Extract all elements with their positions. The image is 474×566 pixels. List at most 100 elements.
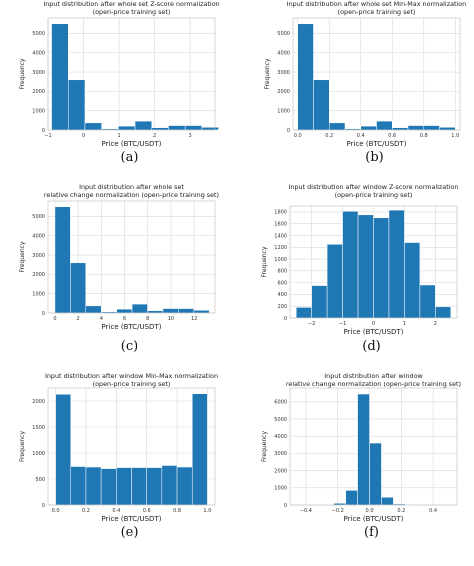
x-tick-label: 1.0 [203,508,211,514]
y-tick-label: 0 [287,128,290,134]
x-tick-label: 0.2 [397,508,405,514]
x-tick-label: 0.8 [173,508,181,514]
panel-caption: (f) [364,525,379,540]
histogram-bar [147,310,164,314]
histogram-bar [116,467,132,506]
y-tick-label: 1000 [274,257,287,263]
histogram-bar [131,467,147,506]
y-tick-label: 1500 [32,425,45,431]
histogram-bar [326,244,343,319]
x-tick-label: 0.6 [388,133,396,139]
y-tick-label: 3000 [32,70,45,76]
y-tick-label: 5000 [274,417,287,423]
x-tick-label: −0.4 [300,508,312,514]
histogram-bar [313,79,330,131]
plot-frame [47,17,216,131]
histogram-bar [439,127,456,131]
x-tick-label: 1 [117,133,120,139]
y-tick-label: 0 [284,503,287,509]
x-tick-label: 0.2 [325,133,333,139]
x-axis-label: Price (BTC/USDT) [102,515,162,523]
histogram-panel: 0 1000 2000 3000 4000 5000 0.0 0.2 0.4 0.6 0.8 1.0 I… [264,0,466,165]
histogram-bar [146,467,163,506]
histogram-bar [342,211,359,319]
histogram-bar [419,284,436,319]
histogram-bar [373,217,390,319]
y-tick-label: 3000 [277,70,290,76]
panel-caption: (c) [121,339,138,354]
histogram-bar [168,125,186,131]
y-tick-label: 2000 [32,272,45,278]
y-tick-label: 5000 [277,31,290,37]
y-tick-label: 6000 [274,400,287,406]
histogram-bar [151,127,169,131]
chart-title: (open-price training set) [338,8,416,16]
histogram-bar [118,125,136,131]
x-tick-label: 0.2 [82,508,90,514]
chart-title: Input distribution after window [324,372,422,380]
chart-title: Input distribution after whole set [79,183,184,191]
y-tick-label: 1000 [32,108,45,114]
histogram-bar [131,303,148,314]
x-tick-label: 0 [372,321,375,327]
histogram-bar [70,262,87,314]
y-tick-label: 4000 [32,234,45,240]
y-tick-label: 1000 [277,108,290,114]
x-tick-label: 0.8 [420,133,428,139]
x-tick-label: 8 [146,316,149,322]
x-tick-label: −1 [339,321,346,327]
x-tick-label: 0.0 [52,508,60,514]
x-tick-label: 6 [123,316,126,322]
x-tick-label: 0 [82,133,85,139]
chart-title: Input distribution after whole set Z-sco… [43,0,219,8]
y-axis-label: Frequency [19,58,26,89]
y-tick-label: 2000 [274,468,287,474]
y-tick-label: 600 [277,280,287,286]
x-tick-label: −2 [308,321,315,327]
x-tick-label: 0.0 [366,508,374,514]
histogram-bar [357,214,374,319]
panel-caption: (e) [121,525,139,540]
chart-title: (open-price training set) [93,380,171,388]
chart-title: (open-price training set) [335,191,413,199]
y-tick-label: 1600 [274,221,287,227]
histogram-bar [435,306,452,319]
histogram-panel: 0 1000 2000 3000 4000 5000 0 2 4 6 8 10 12 Input dist… [19,183,219,354]
histogram-bar [184,125,203,131]
chart-title: (open-price training set) [93,8,171,16]
histogram-bar [55,393,72,506]
x-axis-label: Price (BTC/USDT) [102,140,162,148]
histogram-bar [388,209,405,319]
histogram-bar [407,125,425,131]
x-tick-label: 10 [168,316,174,322]
histogram-bar [161,465,178,506]
chart-title: Input distribution after window Min-Max … [45,372,218,380]
histogram-bar [70,466,87,506]
x-tick-label: 0.4 [357,133,365,139]
histogram-bar [84,122,102,131]
y-tick-label: 0 [42,311,45,317]
chart-title: relative change normalization (open-pric… [44,191,219,199]
histogram-bar [201,127,219,131]
x-axis-label: Price (BTC/USDT) [344,515,404,523]
histogram-bar [376,120,393,131]
histogram-panel: 0 500 1000 1500 2000 0.0 0.2 0.4 0.6 0.8 1.0 Input … [19,372,218,540]
y-tick-label: 4000 [277,51,290,57]
chart-title: Input distribution after window Z-score … [289,183,459,191]
y-axis-label: Frequency [19,431,26,462]
histogram-bar [178,308,195,314]
histogram-bar [369,442,382,506]
plot-frame [292,17,461,131]
y-tick-label: 1800 [274,210,287,216]
y-tick-label: 1200 [274,245,287,251]
x-tick-label: 0.6 [143,508,151,514]
y-tick-label: 3000 [32,253,45,259]
y-tick-label: 1400 [274,233,287,239]
histogram-bar [392,127,409,131]
histogram-bar [191,393,208,506]
y-tick-label: 4000 [32,51,45,57]
x-tick-label: 0 [53,316,56,322]
y-axis-label: Frequency [261,431,268,462]
histogram-bar [51,23,69,131]
